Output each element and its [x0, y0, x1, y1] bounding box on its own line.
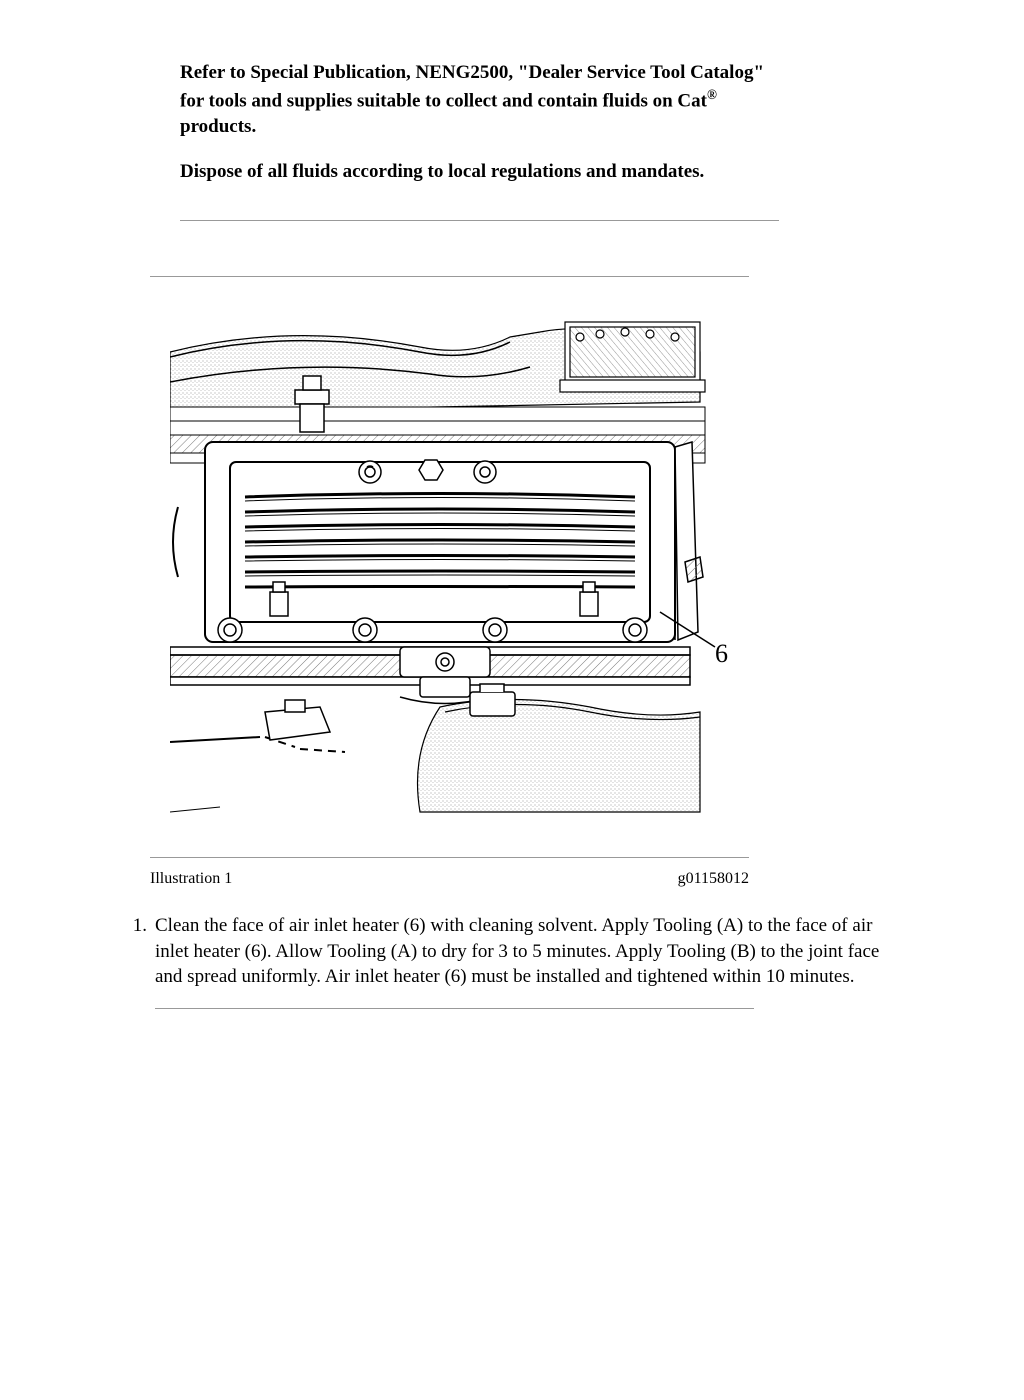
notice-block: Refer to Special Publication, NENG2500, …: [180, 60, 779, 185]
callout-6-label: 6: [715, 639, 728, 668]
divider-line: [180, 220, 779, 221]
registered-mark: ®: [707, 87, 717, 102]
divider-line: [150, 276, 749, 277]
divider-line: [150, 857, 749, 858]
step-item: 1. Clean the face of air inlet heater (6…: [120, 913, 904, 990]
procedure-steps: 1. Clean the face of air inlet heater (6…: [120, 913, 904, 990]
notice-paragraph-2: Dispose of all fluids according to local…: [180, 159, 779, 185]
illustration-caption: Illustration 1 g01158012: [150, 870, 749, 888]
notice-text-pre: Refer to Special Publication, NENG2500, …: [180, 62, 764, 111]
caption-right: g01158012: [678, 870, 749, 888]
divider-line: [155, 1008, 754, 1009]
air-inlet-heater-diagram: 6: [170, 312, 730, 817]
step-number: 1.: [120, 913, 155, 990]
notice-text-post: products.: [180, 116, 256, 137]
technical-illustration: 6: [150, 312, 749, 822]
caption-left: Illustration 1: [150, 870, 232, 888]
step-text: Clean the face of air inlet heater (6) w…: [155, 913, 904, 990]
notice-paragraph-1: Refer to Special Publication, NENG2500, …: [180, 60, 779, 139]
